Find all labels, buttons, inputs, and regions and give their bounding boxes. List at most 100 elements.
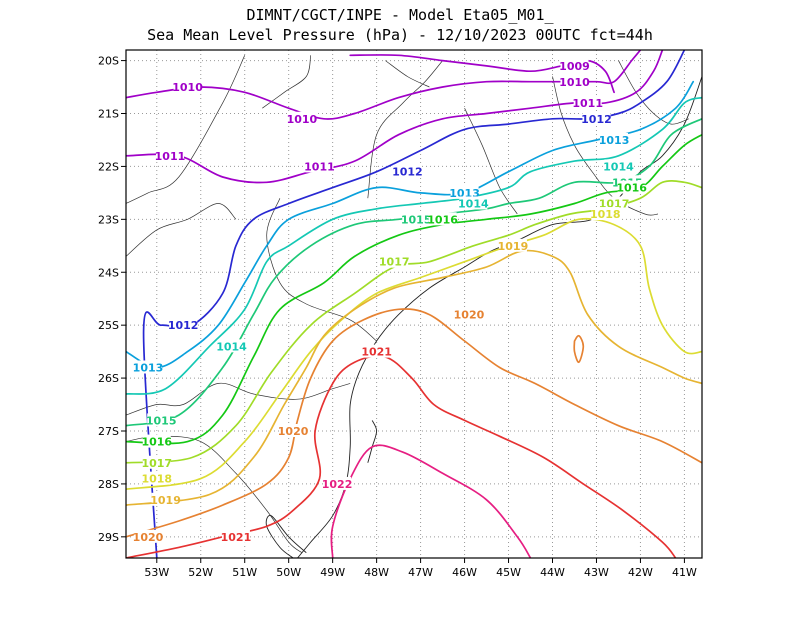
- isobar-label-1016: 1016: [141, 436, 172, 449]
- state-border: [385, 60, 430, 88]
- y-tick-label: 23S: [98, 213, 119, 226]
- isobar-label-background: [454, 307, 483, 321]
- isobar-1020: [126, 308, 702, 538]
- isobar-label-background: [305, 159, 334, 173]
- x-tick-label: 48W: [364, 566, 389, 579]
- isobar-label-background: [173, 80, 202, 94]
- isobar-label-background: [617, 180, 646, 194]
- isobar-1014: [126, 96, 702, 395]
- x-tick-label: 41W: [672, 566, 697, 579]
- x-tick-label: 44W: [540, 566, 565, 579]
- isobar-label-background: [142, 434, 171, 448]
- state-border: [266, 198, 377, 342]
- x-tick-label: 45W: [496, 566, 521, 579]
- state-border: [126, 55, 246, 204]
- isobar-label-background: [600, 132, 629, 146]
- isobar-1017: [126, 180, 702, 464]
- isobar-label-1013: 1013: [133, 362, 164, 375]
- isobar-label-1019: 1019: [150, 494, 181, 507]
- isobar-label-background: [323, 476, 352, 490]
- x-tick-label: 43W: [584, 566, 609, 579]
- isobar-1010: [126, 50, 642, 120]
- isobar-label-background: [133, 360, 162, 374]
- x-tick-label: 47W: [408, 566, 433, 579]
- coastline: [297, 76, 702, 558]
- isobar-label-background: [573, 95, 602, 109]
- isobar-label-1011: 1011: [155, 150, 186, 163]
- isobar-label-background: [459, 196, 488, 210]
- isobar-label-background: [362, 344, 391, 358]
- isobar-label-background: [591, 207, 620, 221]
- isobar-label-1010: 1010: [287, 113, 318, 126]
- isobar-lines: [126, 50, 702, 558]
- isobar-label-background: [217, 339, 246, 353]
- isobar-label-1010: 1010: [172, 81, 203, 94]
- isobar-label-1015: 1015: [401, 213, 432, 226]
- isobar-label-1009: 1009: [559, 60, 590, 73]
- isobar-1022: [330, 444, 532, 558]
- isobar-label-1014: 1014: [603, 160, 634, 173]
- y-tick-label: 21S: [98, 108, 119, 121]
- isobar-label-background: [279, 424, 308, 437]
- isobar-label-1012: 1012: [392, 166, 423, 179]
- isobar-label-1011: 1011: [572, 97, 603, 110]
- isobar-label-background: [147, 413, 176, 427]
- isobar-label-background: [604, 159, 633, 173]
- isobar-1019: [126, 249, 702, 506]
- chart-title-line-1: DIMNT/CGCT/INPE - Model Eta05_M01_: [246, 6, 554, 24]
- isobar-label-1010: 1010: [559, 76, 590, 89]
- isobar-labels: 1009 1010 1010 1010 1011 1011 1011 1012 1012 1012…: [133, 58, 647, 544]
- isobar-1009: [349, 54, 615, 94]
- state-border: [367, 60, 443, 199]
- isobar-label-1020: 1020: [133, 531, 164, 544]
- isobar-label-background: [380, 254, 409, 268]
- isobar-label-1014: 1014: [458, 197, 489, 210]
- isobar-1012: [142, 50, 686, 558]
- x-tick-label: 42W: [628, 566, 653, 579]
- isobar-label-background: [393, 164, 422, 178]
- isobar-label-1011: 1011: [304, 160, 335, 173]
- isobar-label-background: [428, 212, 457, 226]
- axis-ticks: 53W 52W 51W 50W 49W 48W 47W 46W 45W 44W 43W 42W 41W 2…: [98, 55, 697, 579]
- x-tick-label: 49W: [320, 566, 345, 579]
- isobar-label-1012: 1012: [581, 113, 612, 126]
- isobar-label-1017: 1017: [379, 256, 410, 269]
- isobar-label-1021: 1021: [221, 531, 252, 544]
- isobar-label-background: [169, 318, 198, 332]
- y-tick-label: 26S: [98, 372, 119, 385]
- isobar-1011: [126, 50, 664, 184]
- y-tick-label: 25S: [98, 319, 119, 332]
- plot-frame: [125, 49, 703, 559]
- y-tick-label: 22S: [98, 160, 119, 173]
- isobar-label-background: [151, 492, 180, 506]
- isobar-label-1015: 1015: [146, 414, 177, 427]
- isobar-label-1012: 1012: [168, 319, 199, 332]
- isobar-label-1014: 1014: [216, 340, 247, 353]
- state-border: [126, 382, 351, 416]
- isobar-label-background: [582, 111, 611, 125]
- isobar-label-background: [287, 111, 316, 125]
- coastline: [265, 514, 307, 558]
- isobar-label-background: [221, 529, 250, 543]
- y-tick-label: 20S: [98, 55, 119, 68]
- y-tick-label: 24S: [98, 266, 119, 279]
- y-tick-label: 28S: [98, 478, 119, 491]
- isobar-label-background: [402, 212, 431, 226]
- x-tick-label: 46W: [452, 566, 477, 579]
- state-border: [552, 76, 659, 216]
- isobar-label-1018: 1018: [590, 208, 621, 221]
- chart-title-line-2: Sea Mean Level Pressure (hPa) - 12/10/20…: [147, 26, 653, 44]
- isobar-label-background: [142, 471, 171, 485]
- isobar-label-1016: 1016: [427, 213, 458, 226]
- isobar-label-background: [498, 238, 527, 252]
- x-tick-label: 53W: [144, 566, 169, 579]
- isobar-label-background: [133, 529, 162, 543]
- isobar-label-1020: 1020: [454, 309, 485, 322]
- isobar-label-1022: 1022: [322, 478, 353, 491]
- x-tick-label: 50W: [276, 566, 301, 579]
- isobar-label-1016: 1016: [616, 182, 647, 195]
- isobar-label-1017: 1017: [141, 457, 172, 470]
- isobar-label-1013: 1013: [599, 134, 630, 147]
- isobar-label-background: [142, 455, 171, 469]
- isobar-label-background: [600, 196, 629, 210]
